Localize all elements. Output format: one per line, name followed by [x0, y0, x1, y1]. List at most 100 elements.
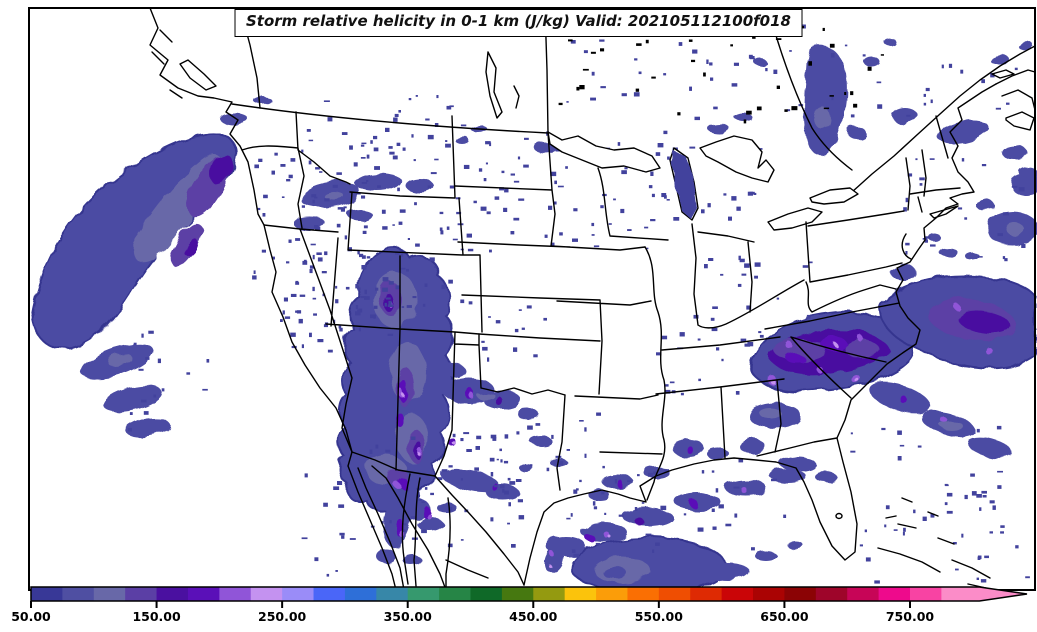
- helicity-speckle: [389, 151, 395, 155]
- helicity-speckle: [728, 216, 732, 221]
- helicity-speckle: [415, 95, 418, 97]
- helicity-speckle: [1000, 531, 1004, 534]
- helicity-speckle: [504, 434, 509, 439]
- helicity-speckle: [919, 183, 923, 186]
- helicity-speckle: [290, 158, 296, 162]
- helicity-speckle: [529, 464, 533, 466]
- helicity-speckle: [489, 457, 495, 462]
- helicity-speckle: [263, 194, 268, 199]
- helicity-speckle: [257, 207, 261, 211]
- helicity-speckle: [551, 434, 554, 439]
- helicity-speckle: [295, 238, 301, 241]
- helicity-speckle: [559, 232, 563, 236]
- lakes-manitoba: [485, 51, 520, 119]
- helicity-speckle: [992, 505, 996, 510]
- helicity-speckle: [771, 478, 777, 482]
- helicity-speckle: [1018, 187, 1025, 192]
- helicity-speckle: [984, 555, 989, 559]
- helicity-speckle: [338, 504, 345, 508]
- helicity-speckle: [546, 467, 550, 472]
- helicity-speckle: [808, 61, 812, 66]
- helicity-speckle: [711, 470, 715, 473]
- helicity-speckle: [388, 146, 393, 149]
- helicity-speckle: [593, 245, 600, 248]
- helicity-speckle: [308, 160, 312, 165]
- helicity-speckle: [637, 474, 640, 477]
- helicity-speckle: [697, 338, 701, 341]
- helicity-speckle: [363, 225, 368, 229]
- helicity-speckle: [582, 68, 589, 71]
- helicity-speckle: [694, 116, 700, 121]
- border-us-mexico: [351, 451, 525, 586]
- helicity-speckle: [864, 529, 867, 533]
- helicity-speckle: [309, 269, 313, 274]
- helicity-speckle: [161, 388, 165, 392]
- helicity-speckle: [526, 305, 532, 309]
- helicity-speckle: [573, 553, 580, 558]
- helicity-speckle: [844, 44, 848, 47]
- helicity-speckle: [830, 53, 835, 58]
- helicity-speckle: [296, 310, 302, 314]
- helicity-speckle: [576, 86, 580, 91]
- helicity-speckle: [495, 320, 501, 324]
- helicity-speckle: [565, 166, 568, 169]
- colorbar-segment: [282, 587, 315, 601]
- helicity-speckle: [399, 209, 406, 213]
- helicity-speckle: [314, 196, 318, 199]
- helicity-speckle: [989, 531, 993, 534]
- helicity-speckle: [683, 513, 687, 516]
- helicity-speckle: [335, 570, 338, 572]
- helicity-speckle: [584, 453, 587, 458]
- helicity-speckle: [784, 109, 788, 112]
- helicity-speckle: [655, 152, 661, 156]
- helicity-speckle: [734, 513, 738, 518]
- helicity-speckle: [393, 117, 398, 122]
- helicity-speckle: [1006, 102, 1010, 105]
- helicity-speckle: [361, 182, 368, 184]
- helicity-speckle: [712, 526, 717, 530]
- helicity-speckle: [304, 473, 308, 478]
- helicity-speckle: [746, 305, 752, 310]
- helicity-speckle: [359, 253, 364, 258]
- helicity-speckle: [382, 277, 389, 282]
- helicity-speckle: [584, 427, 587, 432]
- helicity-speckle: [299, 294, 306, 297]
- coastline-bc-islands: [151, 29, 217, 99]
- helicity-speckle: [503, 207, 508, 212]
- helicity-speckle: [829, 43, 835, 48]
- helicity-speckle: [802, 265, 809, 268]
- helicity-speckle: [315, 167, 320, 170]
- boundaries-midwest-east: [597, 167, 912, 501]
- helicity-speckle: [280, 319, 283, 322]
- helicity-speckle: [456, 211, 462, 215]
- helicity-speckle: [153, 394, 157, 398]
- colorbar-tick-label: 450.00: [509, 609, 558, 624]
- helicity-speckle: [446, 226, 450, 230]
- helicity-speckle: [340, 207, 345, 212]
- helicity-speckle: [667, 156, 670, 160]
- helicity-speckle: [436, 95, 439, 99]
- helicity-speckle: [288, 174, 293, 179]
- helicity-speckle: [434, 158, 439, 161]
- helicity-speckle: [412, 296, 417, 299]
- helicity-speckle: [321, 271, 327, 274]
- helicity-speckle: [592, 501, 596, 506]
- helicity-speckle: [708, 258, 714, 261]
- helicity-speckle: [859, 544, 863, 547]
- helicity-speckle: [447, 543, 453, 548]
- helicity-speckle: [370, 314, 376, 319]
- colorbar-segment: [470, 587, 503, 601]
- colorbar-segment: [187, 587, 220, 601]
- helicity-speckle: [905, 242, 910, 246]
- helicity-speckle: [653, 471, 656, 475]
- helicity-speckle: [922, 516, 927, 521]
- helicity-speckle: [633, 92, 640, 97]
- helicity-speckle: [406, 305, 412, 308]
- helicity-speckle: [721, 358, 724, 362]
- helicity-speckle: [452, 433, 456, 438]
- helicity-speckle: [862, 54, 866, 57]
- colorbar-segment: [878, 587, 911, 601]
- helicity-speckle: [773, 69, 778, 74]
- helicity-speckle: [720, 273, 724, 276]
- helicity-speckle: [905, 251, 908, 255]
